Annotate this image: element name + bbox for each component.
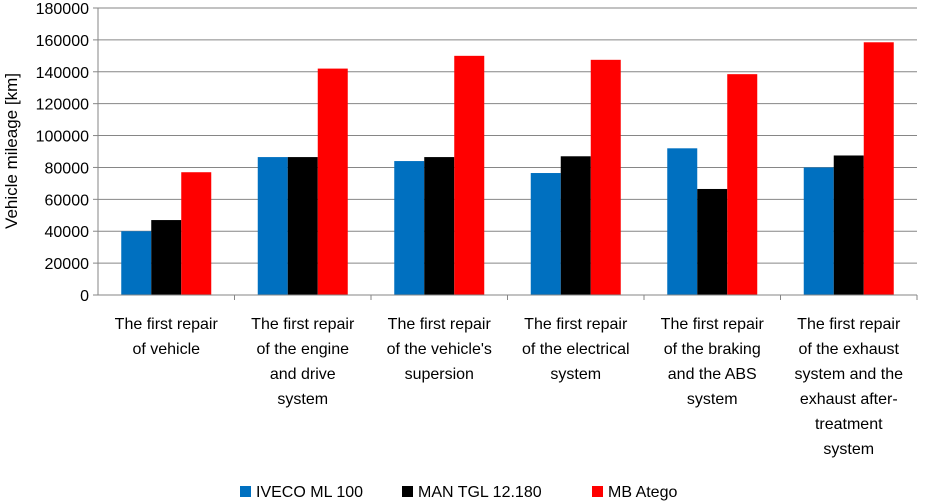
x-category-label-line: of the exhaust xyxy=(798,341,899,358)
bar xyxy=(181,172,212,295)
bar xyxy=(590,59,621,295)
bar xyxy=(863,42,894,296)
x-category-label-line: The first repair xyxy=(661,316,765,333)
legend-label: IVECO ML 100 xyxy=(256,484,363,501)
x-category-label-line: The first repair xyxy=(524,316,628,333)
bar xyxy=(394,161,425,295)
y-tick-label: 120000 xyxy=(36,97,89,114)
x-category-label-line: system xyxy=(277,391,328,408)
bar xyxy=(833,155,864,295)
legend-swatch xyxy=(592,486,603,497)
x-category-label-line: exhaust after- xyxy=(800,391,898,408)
y-tick-label: 20000 xyxy=(45,256,90,273)
y-tick-label: 80000 xyxy=(45,160,90,177)
bar xyxy=(560,156,591,295)
x-category-label: The first repair of the electrical system xyxy=(522,316,630,383)
bar xyxy=(667,148,698,295)
x-category-label-line: system xyxy=(550,366,601,383)
x-category-label-line: The first repair xyxy=(115,316,219,333)
x-category-label-line: of the vehicle's xyxy=(387,341,492,358)
x-category-label-line: The first repair xyxy=(388,316,492,333)
x-category-label: The first repair of the vehicle's supersio… xyxy=(387,316,492,383)
bar xyxy=(151,220,182,295)
x-category-label-line: system and the xyxy=(795,366,904,383)
bar xyxy=(317,68,348,295)
x-category-label: The first repair of the exhaust system and… xyxy=(795,316,904,458)
x-category-label-line: supersion xyxy=(405,366,474,383)
x-category-label-line: system xyxy=(687,391,738,408)
x-category-label-line: and drive xyxy=(270,366,336,383)
y-tick-label: 60000 xyxy=(45,192,90,209)
bar xyxy=(257,157,288,295)
bar xyxy=(697,188,728,295)
x-category-label-line: of the braking xyxy=(664,341,761,358)
y-tick-label: 180000 xyxy=(36,1,89,18)
bars xyxy=(121,42,894,296)
legend-swatch xyxy=(240,486,251,497)
bar xyxy=(424,157,455,295)
y-tick-label: 100000 xyxy=(36,129,89,146)
legend: IVECO ML 100 MAN TGL 12.180 MB Atego xyxy=(240,484,677,501)
x-category-label: The first repair of vehicle xyxy=(115,316,219,358)
legend-label: MB Atego xyxy=(608,484,677,501)
axes xyxy=(93,7,918,300)
bar xyxy=(287,157,318,295)
x-category-label-line: of the electrical xyxy=(522,341,630,358)
y-axis-label: Vehicle mileage [km] xyxy=(2,73,21,229)
bar xyxy=(803,167,834,295)
y-tick-label: 0 xyxy=(80,288,89,305)
y-tick-label: 160000 xyxy=(36,33,89,50)
bar xyxy=(727,74,758,296)
y-tick-labels: 0 20000 40000 60000 80000 100000 120000 140000 1… xyxy=(36,1,89,305)
legend-label: MAN TGL 12.180 xyxy=(418,484,542,501)
bar xyxy=(121,231,152,295)
x-category-label: The first repair of the braking and the AB… xyxy=(661,316,765,408)
bar xyxy=(530,173,561,295)
x-category-label-line: and the ABS xyxy=(668,366,757,383)
x-category-label-line: of vehicle xyxy=(132,341,200,358)
x-category-label-line: treatment xyxy=(815,416,883,433)
x-category-label-line: of the engine xyxy=(256,341,349,358)
y-tick-label: 140000 xyxy=(36,65,89,82)
bar xyxy=(454,55,485,296)
x-category-label-line: system xyxy=(823,441,874,458)
y-tick-label: 40000 xyxy=(45,224,90,241)
gridlines xyxy=(98,7,917,296)
x-category-label: The first repair of the engine and drive sy… xyxy=(251,316,355,408)
legend-swatch xyxy=(402,486,413,497)
x-category-label-line: The first repair xyxy=(797,316,901,333)
x-category-label-line: The first repair xyxy=(251,316,355,333)
